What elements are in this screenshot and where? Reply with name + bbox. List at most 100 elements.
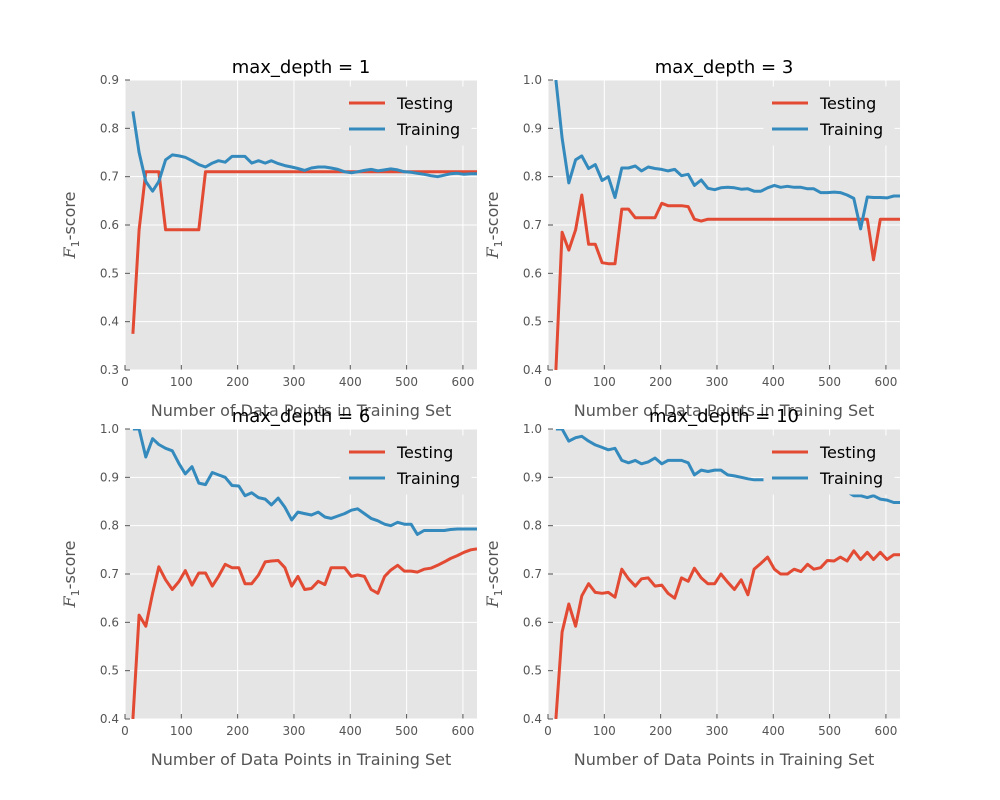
x-tick-label: 400	[339, 375, 362, 389]
x-tick-label: 500	[818, 375, 841, 389]
legend-box	[340, 435, 472, 495]
x-tick-label: 400	[762, 724, 785, 738]
x-tick-label: 200	[226, 375, 249, 389]
x-tick-label: 0	[544, 375, 552, 389]
x-tick-label: 300	[706, 724, 729, 738]
y-tick-label: 0.5	[100, 266, 119, 280]
y-axis-label-sub: 1	[492, 589, 505, 596]
y-tick-label: 0.8	[100, 121, 119, 135]
legend-label-training: Training	[396, 120, 460, 139]
y-tick-label: 0.4	[523, 363, 542, 377]
legend: Testing Training	[763, 435, 895, 495]
y-axis-label: F1-score	[60, 192, 82, 260]
y-tick-label: 1.0	[523, 422, 542, 436]
y-axis-label-f: F	[483, 246, 502, 259]
series-line-training	[554, 80, 900, 231]
y-axis-label-sub: 1	[69, 589, 82, 596]
y-axis-label-sub: 1	[69, 240, 82, 247]
y-tick-label: 0.9	[523, 470, 542, 484]
x-tick-label: 0	[121, 724, 129, 738]
y-tick-label: 0.6	[523, 266, 542, 280]
y-tick-label: 0.8	[523, 519, 542, 533]
y-tick-label: 0.6	[100, 615, 119, 629]
x-tick-label: 100	[593, 375, 616, 389]
y-tick-label: 0.7	[523, 218, 542, 232]
x-tick-label: 100	[593, 724, 616, 738]
y-tick-label: 0.6	[523, 615, 542, 629]
chart-panel-3: 0 100 200 300 400 500 600 0.4 0.5 0.6 0.7 0.8 0.9 1.0…	[60, 406, 477, 769]
y-tick-label: 0.9	[523, 121, 542, 135]
x-tick-label: 500	[395, 375, 418, 389]
legend-label-training: Training	[819, 469, 883, 488]
chart-panel-1: 0 100 200 300 400 500 600 0.3 0.4 0.5 0.6 0.7 0.8 0.9…	[60, 57, 477, 420]
x-tick-label: 600	[451, 375, 474, 389]
legend-box	[763, 86, 895, 146]
y-tick-label: 0.9	[100, 73, 119, 87]
series-line-training	[131, 111, 477, 193]
y-tick-label: 0.4	[523, 712, 542, 726]
x-axis-label: Number of Data Points in Training Set	[151, 401, 451, 420]
legend-label-training: Training	[396, 469, 460, 488]
x-tick-label: 0	[121, 375, 129, 389]
legend-label-testing: Testing	[819, 443, 876, 462]
x-tick-label: 500	[395, 724, 418, 738]
x-tick-label: 200	[649, 375, 672, 389]
y-tick-label: 0.3	[100, 363, 119, 377]
x-tick-label: 200	[649, 724, 672, 738]
y-axis-label-sub: 1	[492, 240, 505, 247]
legend: Testing Training	[340, 435, 472, 495]
legend-label-testing: Testing	[396, 443, 453, 462]
y-tick-label: 0.7	[523, 567, 542, 581]
y-axis-label-suffix: -score	[483, 192, 502, 241]
x-tick-label: 100	[170, 375, 193, 389]
series-line-training	[132, 429, 477, 536]
y-tick-label: 1.0	[523, 73, 542, 87]
chart-title: max_depth = 10	[649, 406, 799, 427]
x-axis-label: Number of Data Points in Training Set	[151, 750, 451, 769]
legend: Testing Training	[340, 86, 472, 146]
legend-label-testing: Testing	[396, 94, 453, 113]
y-axis-label-f: F	[60, 246, 79, 259]
x-tick-label: 300	[283, 724, 306, 738]
chart-title: max_depth = 3	[655, 57, 794, 78]
y-axis-label-f: F	[483, 595, 502, 608]
x-tick-label: 100	[170, 724, 193, 738]
x-tick-label: 600	[874, 724, 897, 738]
y-tick-label: 1.0	[100, 422, 119, 436]
y-axis-label-suffix: -score	[60, 541, 79, 590]
y-tick-label: 0.4	[100, 712, 119, 726]
x-tick-label: 0	[544, 724, 552, 738]
legend-box	[340, 86, 472, 146]
y-tick-label: 0.5	[100, 664, 119, 678]
y-tick-label: 0.9	[100, 470, 119, 484]
y-tick-label: 0.6	[100, 218, 119, 232]
series-line-testing	[554, 549, 900, 719]
x-tick-label: 600	[451, 724, 474, 738]
y-tick-label: 0.7	[100, 170, 119, 184]
legend-box	[763, 435, 895, 495]
y-axis-label-suffix: -score	[60, 192, 79, 241]
y-axis-label: F1-score	[60, 541, 82, 609]
legend-label-training: Training	[819, 120, 883, 139]
x-tick-label: 600	[874, 375, 897, 389]
legend: Testing Training	[763, 86, 895, 146]
x-tick-label: 300	[283, 375, 306, 389]
x-tick-label: 300	[706, 375, 729, 389]
y-tick-label: 0.8	[523, 170, 542, 184]
chart-panel-4: 0 100 200 300 400 500 600 0.4 0.5 0.6 0.7 0.8 0.9 1.0…	[483, 406, 900, 769]
y-tick-label: 0.7	[100, 567, 119, 581]
x-tick-label: 400	[762, 375, 785, 389]
chart-title: max_depth = 1	[232, 57, 371, 78]
y-axis-label: F1-score	[483, 192, 505, 260]
x-axis-label: Number of Data Points in Training Set	[574, 401, 874, 420]
y-axis-label-suffix: -score	[483, 541, 502, 590]
x-tick-label: 500	[818, 724, 841, 738]
x-tick-label: 400	[339, 724, 362, 738]
chart-panel-2: 0 100 200 300 400 500 600 0.4 0.5 0.6 0.7 0.8 0.9 1.0…	[483, 57, 900, 420]
series-line-testing	[554, 193, 900, 370]
y-axis-label: F1-score	[483, 541, 505, 609]
y-tick-label: 0.8	[100, 519, 119, 533]
chart-title: max_depth = 6	[232, 406, 371, 427]
series-line-testing	[131, 547, 477, 719]
